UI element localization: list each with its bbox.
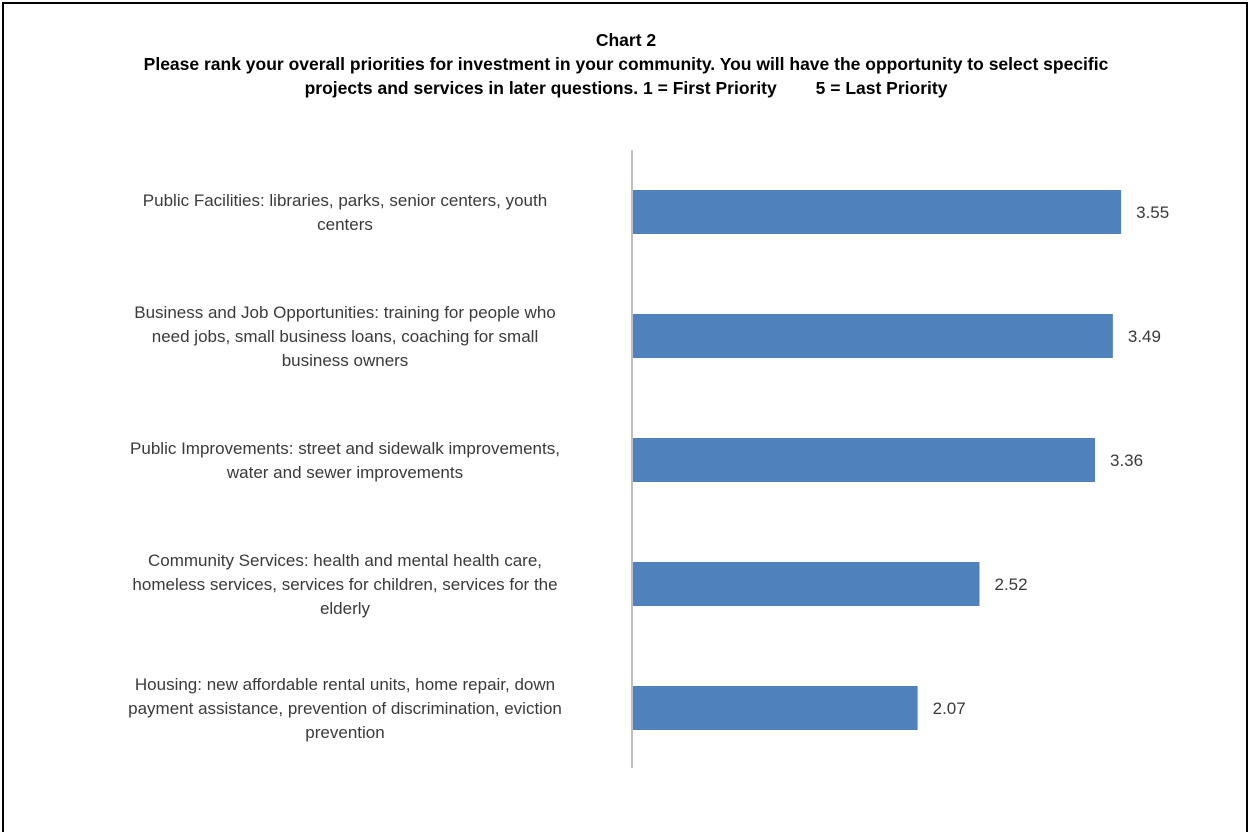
bar-3	[633, 438, 1095, 482]
category-label-1-line-2: centers	[317, 215, 373, 234]
chart-subtitle-line-1: Please rank your overall priorities for …	[143, 54, 1109, 74]
chart-title: Chart 2	[595, 30, 657, 50]
category-label-5: Housing: new affordable rental units, ho…	[128, 675, 562, 742]
chart-subtitle-line-2: projects and services in later questions…	[304, 78, 948, 98]
chart-title-block: Chart 2 Please rank your overall priorit…	[0, 28, 1252, 100]
bar-4	[633, 562, 980, 606]
category-label-2-line-1: Business and Job Opportunities: training…	[134, 303, 555, 322]
bars-group: 3.55 Public Facilities: libraries, parks,…	[128, 190, 1169, 742]
category-label-4-line-1: Community Services: health and mental he…	[148, 551, 542, 570]
bar-1	[633, 190, 1122, 234]
category-label-4-line-2: homeless services, services for children…	[132, 575, 557, 594]
category-label-1-line-1: Public Facilities: libraries, parks, sen…	[143, 191, 547, 210]
category-label-3-line-2: water and sewer improvements	[226, 463, 463, 482]
category-label-1: Public Facilities: libraries, parks, sen…	[143, 191, 547, 234]
category-label-5-line-3: prevention	[305, 723, 384, 742]
data-label-3: 3.36	[1110, 451, 1143, 470]
category-label-5-line-2: payment assistance, prevention of discri…	[128, 699, 562, 718]
category-label-4-line-3: elderly	[320, 599, 371, 618]
category-label-3: Public Improvements: street and sidewalk…	[130, 439, 560, 482]
category-label-4: Community Services: health and mental he…	[132, 551, 557, 618]
data-label-5: 2.07	[933, 699, 966, 718]
data-label-2: 3.49	[1128, 327, 1161, 346]
category-label-5-line-1: Housing: new affordable rental units, ho…	[135, 675, 555, 694]
category-label-2-line-2: need jobs, small business loans, coachin…	[152, 327, 538, 346]
bar-5	[633, 686, 918, 730]
category-label-2: Business and Job Opportunities: training…	[134, 303, 555, 370]
bar-chart: 3.55 Public Facilities: libraries, parks,…	[128, 150, 1169, 768]
category-label-3-line-1: Public Improvements: street and sidewalk…	[130, 439, 560, 458]
data-label-1: 3.55	[1136, 203, 1169, 222]
category-label-2-line-3: business owners	[282, 351, 409, 370]
bar-2	[633, 314, 1113, 358]
data-label-4: 2.52	[995, 575, 1028, 594]
